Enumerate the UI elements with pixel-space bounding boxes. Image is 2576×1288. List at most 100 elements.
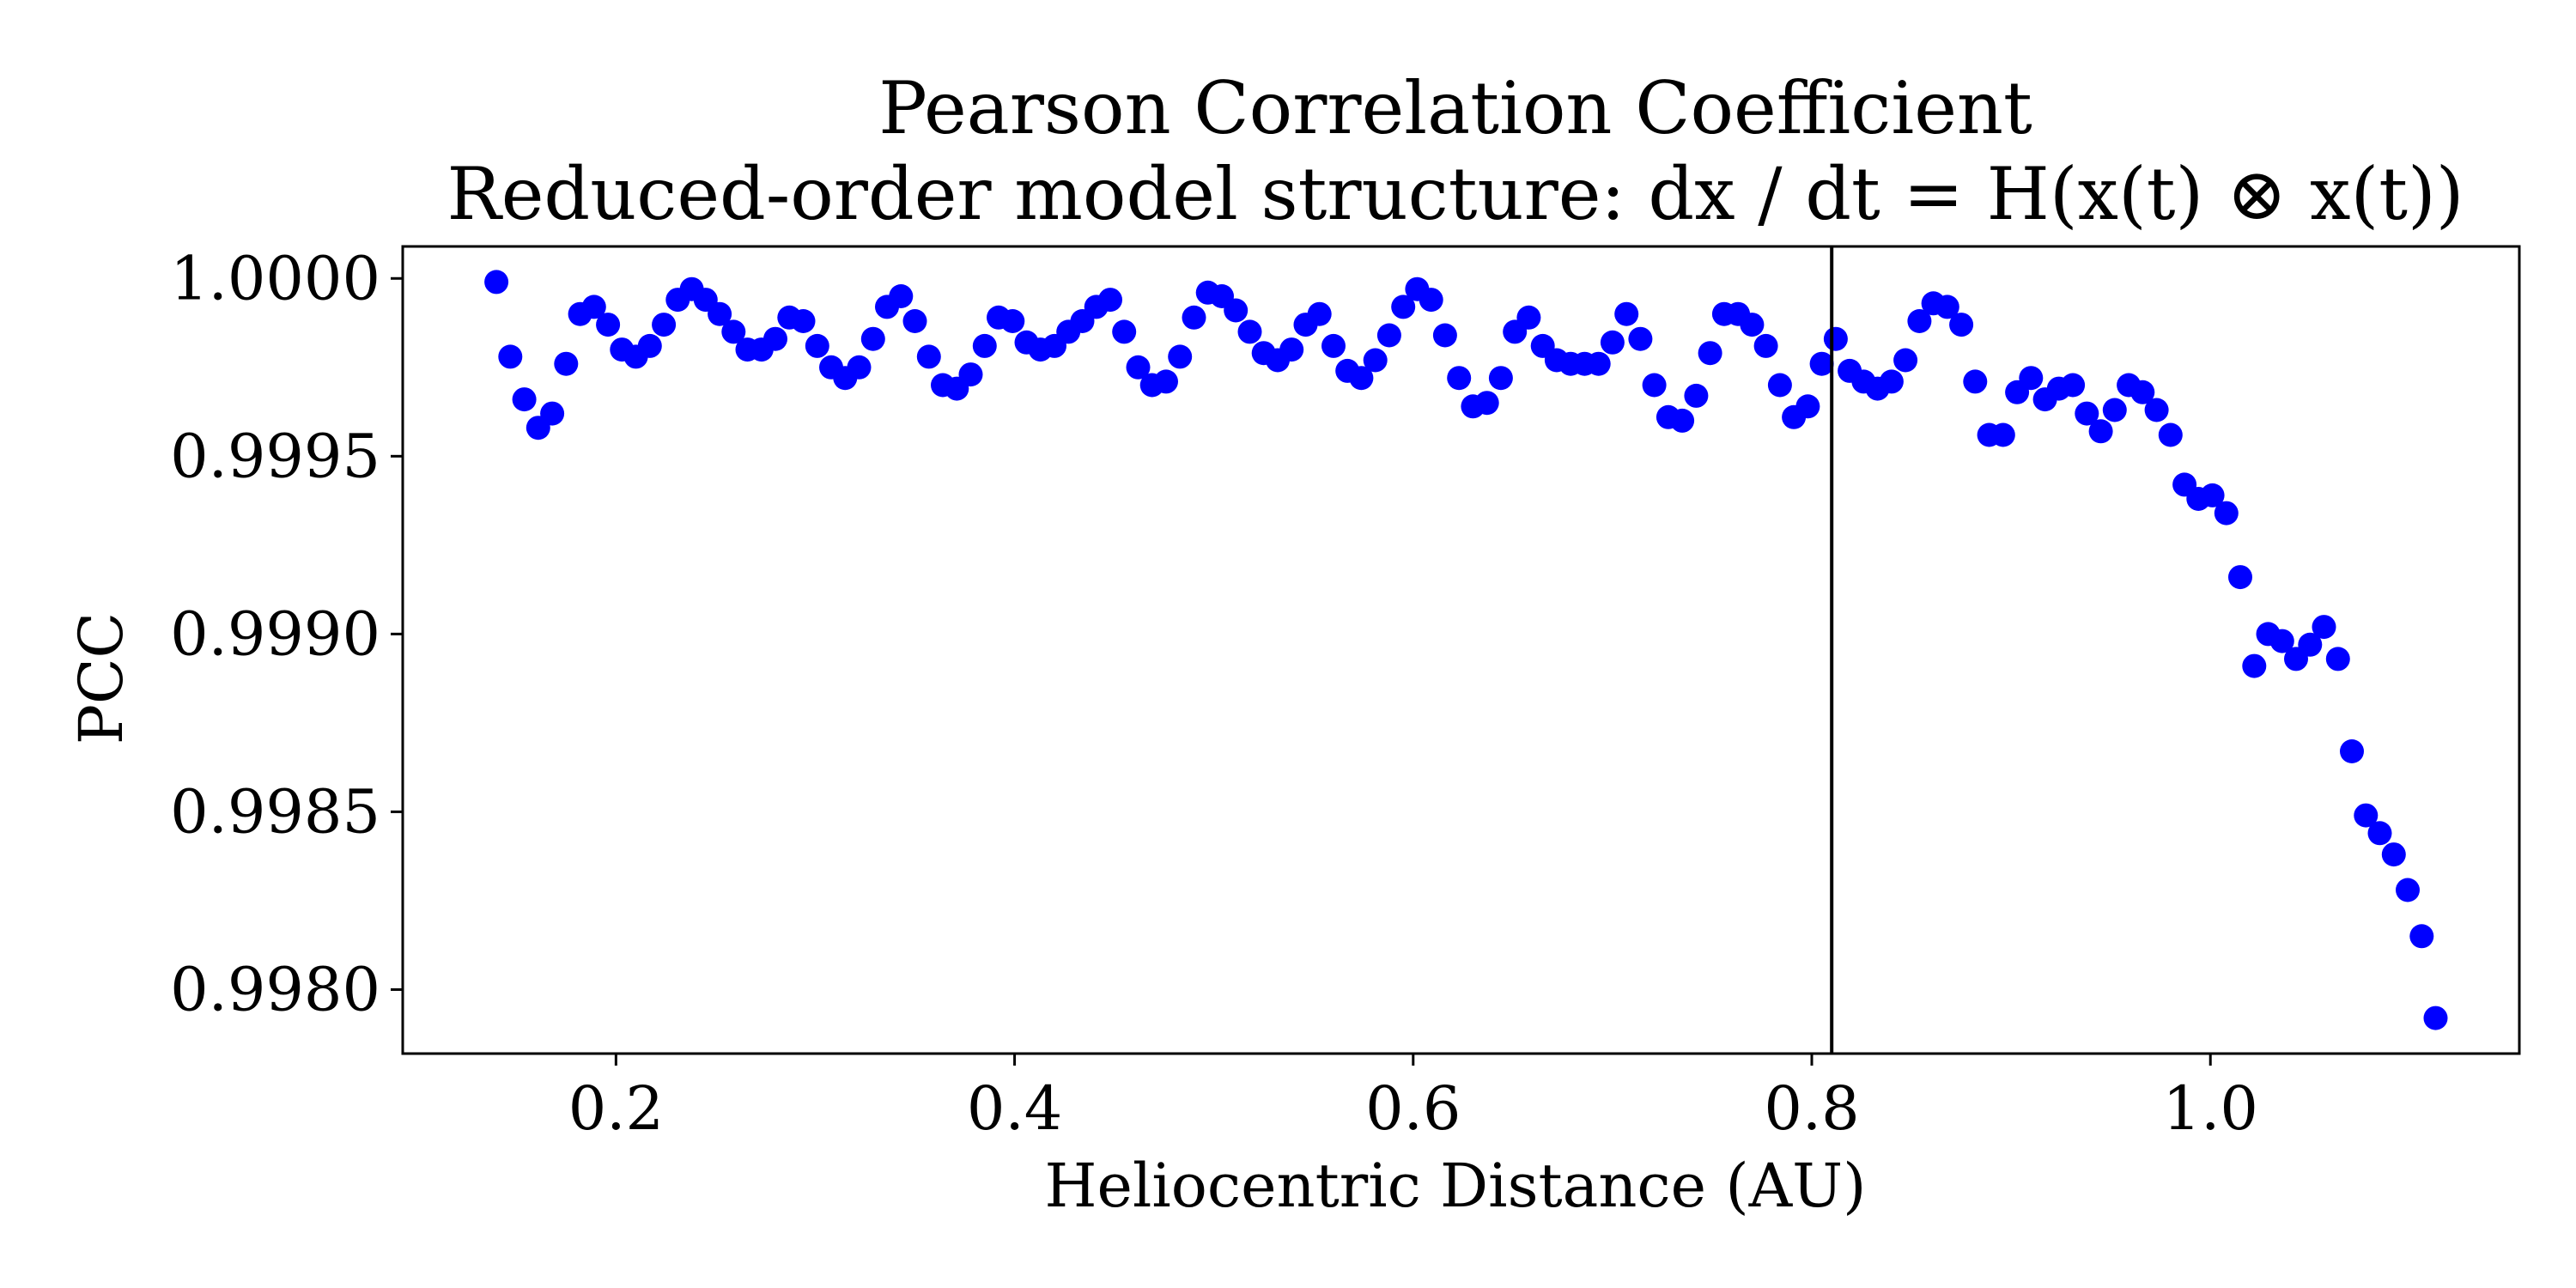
- data-point: [1126, 355, 1151, 380]
- data-point: [512, 387, 537, 412]
- data-point: [1474, 391, 1499, 416]
- data-point: [652, 313, 677, 337]
- y-tick-label: 0.9990: [170, 598, 380, 669]
- data-point: [1391, 295, 1416, 319]
- data-point: [1642, 373, 1667, 398]
- data-point: [1279, 337, 1304, 362]
- data-point: [1516, 305, 1541, 330]
- data-point: [2075, 401, 2099, 426]
- data-point: [637, 333, 662, 358]
- data-point: [2200, 483, 2225, 507]
- data-point: [1376, 323, 1401, 348]
- data-point: [1823, 326, 1848, 351]
- data-point: [2144, 398, 2169, 422]
- data-point: [1893, 348, 1918, 373]
- data-point: [2354, 803, 2379, 828]
- data-point: [2423, 1005, 2448, 1030]
- data-point: [484, 270, 509, 295]
- data-point: [2228, 565, 2252, 590]
- x-axis-label: Heliocentric Distance (AU): [1045, 1151, 1867, 1221]
- data-point: [1879, 369, 1904, 394]
- data-point: [2269, 629, 2294, 653]
- data-point: [2409, 924, 2434, 949]
- data-point: [2088, 419, 2113, 444]
- chart-title: Pearson Correlation Coefficient: [878, 66, 2032, 150]
- chart-subtitle: Reduced-order model structure: dx / dt =…: [447, 152, 2464, 236]
- x-tick-label: 0.4: [967, 1073, 1062, 1144]
- data-point: [1488, 366, 1513, 391]
- data-point: [1949, 313, 1974, 337]
- data-point: [2312, 615, 2336, 640]
- data-point: [2298, 632, 2323, 657]
- data-point: [1182, 305, 1206, 330]
- data-point: [1363, 348, 1388, 373]
- data-point: [1224, 298, 1249, 323]
- data-point: [1740, 313, 1765, 337]
- data-point: [972, 333, 997, 358]
- data-point: [1447, 366, 1472, 391]
- data-point: [1990, 422, 2015, 447]
- data-point: [916, 344, 941, 369]
- data-point: [708, 301, 732, 326]
- data-point: [1963, 369, 1988, 394]
- data-point: [1907, 309, 1932, 333]
- y-tick-label: 0.9985: [170, 776, 380, 847]
- y-tick-label: 1.0000: [170, 243, 380, 313]
- data-point: [2019, 366, 2044, 391]
- data-point: [1670, 408, 1695, 433]
- data-point: [2158, 422, 2183, 447]
- data-point: [1321, 333, 1346, 358]
- data-point: [860, 326, 885, 351]
- data-point: [2130, 380, 2155, 404]
- data-point: [1349, 366, 1374, 391]
- data-point: [2396, 878, 2420, 902]
- data-point: [2214, 501, 2239, 526]
- data-point: [2061, 373, 2086, 398]
- data-point: [1795, 394, 1820, 419]
- data-point: [1684, 383, 1709, 408]
- data-point: [2325, 647, 2350, 671]
- data-point: [1307, 301, 1332, 326]
- data-point: [1154, 369, 1178, 394]
- data-point: [1419, 288, 1443, 313]
- data-point: [847, 355, 872, 380]
- data-point: [1614, 301, 1639, 326]
- data-point: [2242, 653, 2267, 678]
- x-tick-label: 1.0: [2163, 1073, 2258, 1144]
- data-point: [554, 351, 579, 376]
- data-point: [1753, 333, 1778, 358]
- data-point: [889, 284, 914, 308]
- data-point: [1432, 323, 1457, 348]
- data-point: [902, 309, 927, 333]
- data-point: [540, 401, 565, 426]
- data-point: [1112, 319, 1137, 344]
- x-tick-label: 0.8: [1764, 1073, 1859, 1144]
- data-point: [1237, 319, 1262, 344]
- data-point: [805, 333, 829, 358]
- data-point: [1168, 344, 1193, 369]
- data-point: [1628, 326, 1653, 351]
- data-point: [1000, 309, 1025, 333]
- data-point: [2367, 821, 2392, 846]
- y-tick-label: 0.9995: [170, 421, 380, 491]
- data-point: [721, 319, 746, 344]
- data-point: [1698, 341, 1722, 366]
- data-point: [2102, 398, 2127, 422]
- x-tick-label: 0.6: [1365, 1073, 1461, 1144]
- data-point: [791, 309, 816, 333]
- data-point: [1586, 351, 1611, 376]
- data-point: [1809, 351, 1834, 376]
- plot-frame: [401, 245, 2521, 1055]
- data-point: [1600, 330, 1625, 355]
- y-axis-label: PCC: [66, 612, 137, 744]
- x-tick-label: 0.2: [568, 1073, 664, 1144]
- data-point: [763, 326, 787, 351]
- data-point: [1935, 295, 1959, 319]
- data-point: [1098, 288, 1122, 313]
- data-point: [596, 313, 621, 337]
- data-point: [581, 295, 606, 319]
- data-point: [958, 362, 983, 387]
- data-point: [2381, 842, 2406, 867]
- plot-area: 0.2 0.4 0.6 0.8 1.0 0.9980 0.9985 0.9990 0.9995 1…: [170, 243, 2521, 1144]
